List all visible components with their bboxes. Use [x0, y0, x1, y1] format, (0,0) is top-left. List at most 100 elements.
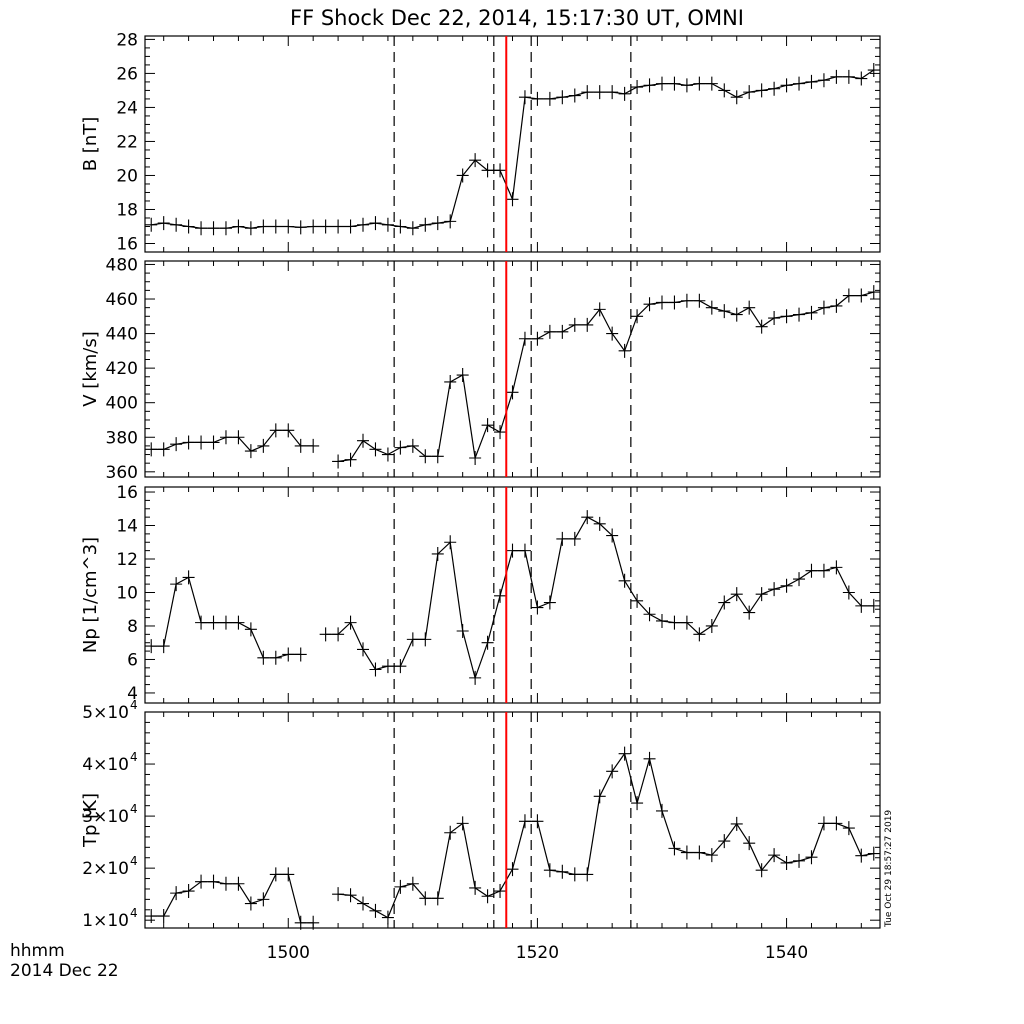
data-point — [768, 848, 781, 863]
data-point — [244, 444, 257, 459]
data-point — [817, 73, 830, 88]
data-point — [319, 219, 332, 234]
data-point — [531, 814, 544, 829]
data-point — [431, 449, 444, 464]
data-point — [780, 309, 793, 324]
y-axis-label: V [km/s] — [80, 331, 101, 406]
data-point — [867, 285, 880, 300]
data-point — [257, 892, 270, 907]
data-point — [867, 846, 880, 861]
data-point — [543, 863, 556, 878]
data-point — [157, 639, 170, 654]
plot-timestamp: Tue Oct 29 18:57:27 2019 — [884, 810, 894, 928]
data-point — [444, 825, 457, 840]
data-point — [269, 219, 282, 234]
y-tick-label: 16 — [116, 234, 138, 254]
data-point — [531, 331, 544, 346]
data-point — [830, 298, 843, 313]
data-point — [494, 425, 507, 440]
data-point — [494, 884, 507, 899]
data-point — [842, 821, 855, 836]
data-point — [469, 880, 482, 895]
series-line — [151, 873, 314, 924]
data-point — [842, 585, 855, 600]
data-point — [730, 307, 743, 322]
data-point — [419, 449, 432, 464]
data-point — [581, 867, 594, 882]
y-tick-label: 10 — [116, 583, 138, 603]
y-tick-label: 440 — [106, 325, 138, 345]
data-point — [830, 560, 843, 575]
data-point — [307, 915, 320, 930]
data-point — [406, 876, 419, 891]
data-point — [531, 91, 544, 106]
data-point — [494, 163, 507, 178]
data-point — [157, 442, 170, 457]
data-point — [543, 595, 556, 610]
data-point — [556, 324, 569, 339]
data-point — [257, 438, 270, 453]
data-point — [182, 219, 195, 234]
data-point — [332, 454, 345, 469]
data-point — [244, 896, 257, 911]
data-point — [556, 864, 569, 879]
data-point — [556, 531, 569, 546]
data-point — [456, 624, 469, 638]
data-point — [705, 618, 718, 633]
data-point — [830, 816, 843, 831]
data-point — [269, 650, 282, 665]
y-tick-exponent: 4 — [130, 802, 138, 816]
chart-title: FF Shock Dec 22, 2014, 15:17:30 UT, OMNI — [290, 6, 744, 30]
data-point — [618, 86, 631, 101]
data-point — [743, 605, 756, 620]
x-tick-label: 1520 — [516, 943, 559, 963]
data-point — [182, 570, 195, 585]
data-point — [593, 302, 606, 317]
data-point — [817, 816, 830, 831]
data-point — [494, 588, 507, 603]
data-point — [406, 438, 419, 453]
data-point — [755, 587, 768, 602]
data-point — [456, 816, 469, 831]
data-point — [730, 90, 743, 105]
data-point — [581, 85, 594, 100]
data-point — [568, 531, 581, 546]
y-tick-label: 12 — [116, 550, 138, 570]
data-point — [506, 385, 519, 400]
data-point — [481, 163, 494, 178]
data-point — [257, 219, 270, 234]
data-point — [294, 220, 307, 235]
data-point — [780, 78, 793, 93]
data-point — [406, 632, 419, 647]
data-point — [755, 319, 768, 334]
panel-frame — [144, 35, 881, 253]
data-point — [618, 343, 631, 358]
data-point — [170, 217, 183, 232]
data-point — [755, 83, 768, 98]
data-point — [282, 867, 295, 882]
data-point — [357, 896, 370, 911]
data-point — [344, 888, 357, 903]
panel-frame — [144, 486, 881, 704]
data-point — [842, 69, 855, 84]
data-point — [406, 221, 419, 236]
y-tick-label: 400 — [106, 394, 138, 414]
y-tick-label: 28 — [116, 30, 138, 50]
data-point — [244, 622, 257, 637]
data-point — [394, 219, 407, 234]
data-point — [481, 418, 494, 433]
y-tick-label: 24 — [116, 98, 138, 118]
data-point — [307, 219, 320, 234]
data-point — [643, 607, 656, 622]
y-tick-label: 1×10 — [82, 911, 129, 931]
data-point — [568, 88, 581, 103]
data-point — [344, 219, 357, 234]
data-point — [381, 659, 394, 674]
y-tick-label: 20 — [116, 166, 138, 186]
data-point — [805, 563, 818, 578]
data-point — [344, 452, 357, 467]
data-point — [680, 845, 693, 860]
x-tick-label: 1500 — [267, 943, 310, 963]
data-point — [444, 214, 457, 229]
